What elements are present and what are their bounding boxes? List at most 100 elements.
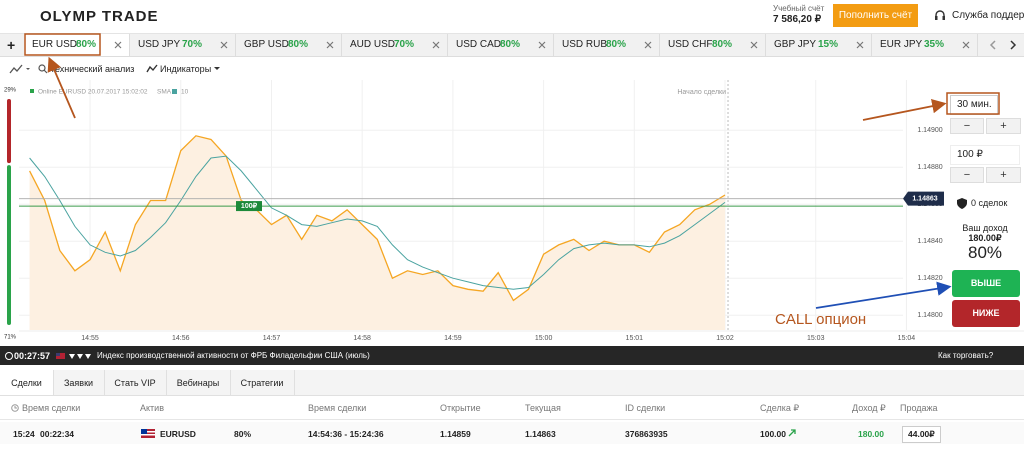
tab-asset: GBP JPY: [774, 39, 817, 50]
asset-tab[interactable]: USD CHF 80%: [660, 34, 766, 56]
asset-tab[interactable]: USD CAD 80%: [448, 34, 554, 56]
put-button[interactable]: НИЖЕ: [952, 300, 1020, 327]
sentiment-bar: [7, 165, 11, 325]
table-cell: 100.00: [760, 429, 786, 439]
bottom-tab[interactable]: Вебинары: [166, 370, 231, 395]
asset-tab[interactable]: GBP USD 80%: [236, 34, 342, 56]
amount[interactable]: 100 ₽: [950, 145, 1020, 165]
row-background: [0, 422, 1024, 444]
y-tick-label: 1.14840: [917, 238, 942, 245]
x-tick-label: 14:58: [353, 335, 371, 342]
duration-plus[interactable]: +: [986, 118, 1021, 134]
bottom-tab[interactable]: Стратегии: [230, 370, 295, 395]
bottom-tab-label: Стратегии: [240, 378, 284, 388]
news-bar: [0, 346, 1024, 365]
table-header: Время сделки: [308, 403, 367, 413]
y-tick-label: 1.14880: [917, 164, 942, 171]
asset-tab[interactable]: USD RUB 80%: [554, 34, 660, 56]
trades-table: Время сделки Актив Время сделки Открытие Тек…: [0, 397, 1024, 450]
tab-scroll[interactable]: [985, 38, 1021, 52]
payout: 80%: [967, 243, 1003, 262]
table-cell: 180.00: [858, 429, 884, 439]
tab-close[interactable]: [114, 41, 122, 49]
toolbar-icons: [9, 64, 158, 74]
deals-count[interactable]: 0 сделок: [971, 198, 1008, 208]
tab-close[interactable]: [962, 41, 970, 49]
tab-payout: 80%: [76, 39, 97, 50]
tab-close[interactable]: [220, 41, 228, 49]
asset-tab[interactable]: EUR USD 80%: [24, 34, 130, 56]
y-tick-label: 1.14800: [917, 312, 942, 319]
tab-close[interactable]: [750, 41, 758, 49]
table-header: Открытие: [440, 403, 481, 413]
bottom-tab-label: Заявки: [63, 378, 94, 388]
tab-close[interactable]: [856, 41, 864, 49]
sentiment-label: 29%: [4, 88, 17, 94]
tab-asset: GBP USD: [244, 39, 289, 50]
news-timer: 00:27:57: [14, 351, 51, 361]
sma-line: [29, 155, 726, 290]
deposit-button[interactable]: Пополнить счёт: [833, 4, 918, 27]
bottom-tab[interactable]: Стать VIP: [104, 370, 167, 395]
indicators[interactable]: Индикаторы: [160, 64, 212, 74]
call-button[interactable]: ВЫШЕ: [952, 270, 1020, 297]
bottom-tab[interactable]: Сделки: [0, 370, 54, 395]
deal-start-label: Начало сделки: [677, 89, 726, 96]
legend-swatch: [30, 89, 34, 93]
tab-asset: USD CAD: [456, 39, 502, 50]
asset-tab[interactable]: EUR JPY 35%: [872, 34, 978, 56]
legend-text: Online EURUSD 20.07.2017 15:02:02: [38, 89, 148, 96]
account-label: Учебный счёт: [773, 4, 825, 13]
sell-button[interactable]: 44.00₽: [902, 426, 941, 443]
sentiment-bar: [7, 99, 11, 164]
annotation: CALL опцион: [775, 311, 867, 328]
table-cell: 1.14859: [440, 429, 471, 439]
income-label: Ваш доход: [962, 223, 1008, 233]
amount-minus[interactable]: −: [950, 167, 984, 183]
table-header: Время сделки: [22, 403, 81, 413]
income: 180.00₽: [968, 233, 1002, 243]
y-tick-label: 1.14900: [917, 127, 942, 134]
tab-payout: 80%: [712, 39, 733, 50]
table-header: Актив: [140, 403, 164, 413]
table-header: Сделка ₽: [760, 403, 800, 413]
news-icons: [5, 352, 91, 360]
add-tab[interactable]: +: [7, 37, 16, 53]
legend-indicator-swatch: [172, 89, 177, 94]
x-tick-label: 15:04: [898, 335, 916, 342]
x-tick-label: 15:02: [716, 335, 734, 342]
price-line: [29, 135, 726, 302]
tab-close[interactable]: [538, 41, 546, 49]
news-text[interactable]: Индекс производственной активности от ФР…: [97, 351, 370, 360]
technical-analysis[interactable]: Технический анализ: [50, 64, 135, 74]
tab-close[interactable]: [432, 41, 440, 49]
amount-plus[interactable]: +: [986, 167, 1021, 183]
asset-tab[interactable]: AUD USD 70%: [342, 34, 448, 56]
x-tick-label: 15:01: [626, 335, 644, 342]
tab-close[interactable]: [644, 41, 652, 49]
tab-close[interactable]: [326, 41, 334, 49]
duration-minus[interactable]: −: [950, 118, 984, 134]
price-area: [29, 135, 726, 330]
bottom-tab[interactable]: Заявки: [53, 370, 105, 395]
table-header: Доход ₽: [852, 403, 886, 413]
tab-asset: USD JPY: [138, 39, 181, 50]
x-tick-label: 14:55: [81, 335, 99, 342]
tab-payout: 15%: [818, 39, 839, 50]
tab-payout: 80%: [288, 39, 309, 50]
asset-tab[interactable]: USD JPY 70%: [130, 34, 236, 56]
tab-asset: USD RUB: [562, 39, 608, 50]
help-link[interactable]: Как торговать?: [938, 351, 994, 360]
logo[interactable]: OLYMP TRADE: [40, 8, 159, 25]
trend-arrow: [788, 429, 796, 437]
support-link[interactable]: Служба поддержки: [952, 10, 1024, 21]
table-cell: 1.14863: [525, 429, 556, 439]
tab-asset: EUR USD: [32, 39, 78, 50]
header-separator: [0, 419, 1024, 420]
bottom-tab-label: Стать VIP: [114, 378, 156, 388]
sentiment-label: 71%: [4, 335, 17, 341]
asset-tab[interactable]: GBP JPY 15%: [766, 34, 872, 56]
tab-asset: USD CHF: [668, 39, 713, 50]
